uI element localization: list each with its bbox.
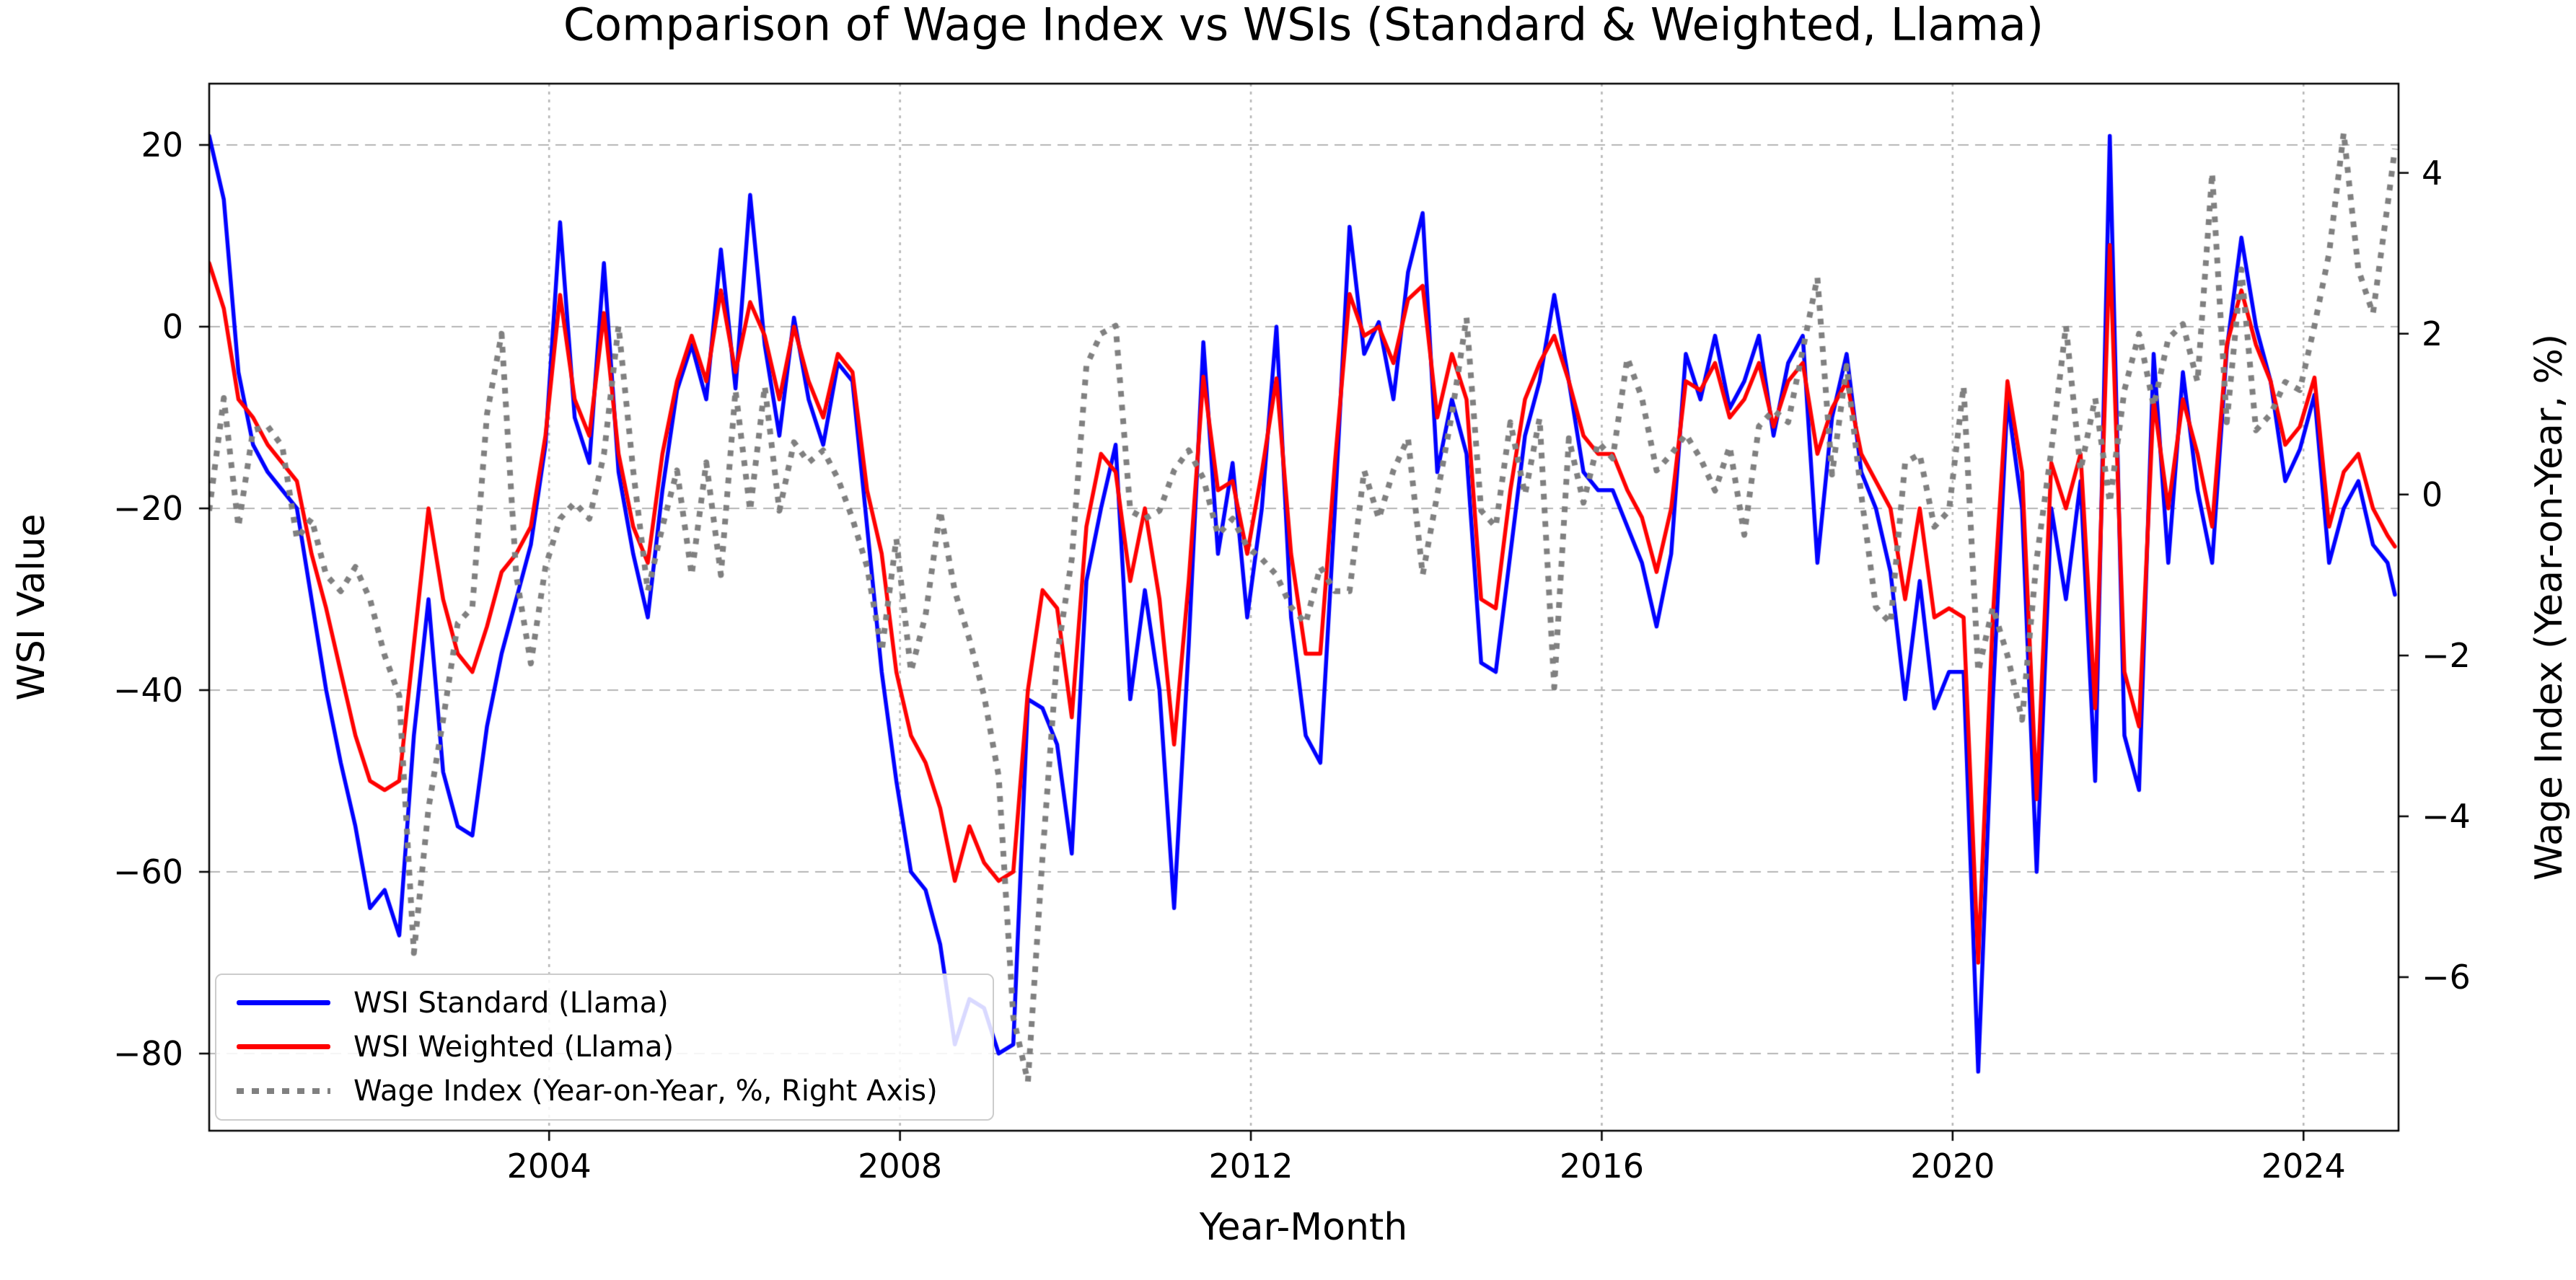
legend-item: Wage Index (Year-on-Year, %, Right Axis): [216, 1074, 993, 1108]
x-axis-label: Year-Month: [1199, 1206, 1408, 1249]
legend: WSI Standard (Llama) WSI Weighted (Llama)…: [215, 974, 994, 1121]
legend-line-icon: [237, 1000, 330, 1006]
y-tick-left: −40: [113, 670, 183, 710]
legend-dotted-line-icon: [237, 1088, 330, 1095]
x-tick: 2004: [506, 1147, 592, 1186]
legend-label: WSI Standard (Llama): [353, 986, 669, 1020]
y-tick-right: 0: [2422, 475, 2443, 514]
y-tick-left: 0: [162, 307, 183, 346]
legend-label: WSI Weighted (Llama): [353, 1030, 674, 1064]
x-tick: 2012: [1208, 1147, 1293, 1186]
x-tick: 2016: [1559, 1147, 1644, 1186]
legend-label: Wage Index (Year-on-Year, %, Right Axis): [353, 1074, 938, 1108]
y-tick-left: −80: [113, 1033, 183, 1073]
legend-item: WSI Weighted (Llama): [216, 1030, 993, 1064]
y-tick-right: −6: [2422, 957, 2471, 997]
y-tick-right: 2: [2422, 314, 2443, 353]
y-tick-right: 4: [2422, 153, 2443, 193]
x-tick: 2024: [2261, 1147, 2346, 1186]
legend-item: WSI Standard (Llama): [216, 987, 993, 1020]
y-tick-left: −60: [113, 852, 183, 891]
y-tick-left: −20: [113, 488, 183, 528]
x-tick: 2020: [1910, 1147, 1995, 1186]
y-tick-right: −2: [2422, 635, 2471, 675]
y-axis-label-right: Wage Index (Year-on-Year, %): [2528, 333, 2571, 881]
x-tick: 2008: [858, 1147, 943, 1186]
y-axis-label-left: WSI Value: [10, 513, 53, 701]
chart-title: Comparison of Wage Index vs WSIs (Standa…: [563, 0, 2044, 51]
y-tick-left: 20: [141, 125, 183, 165]
legend-line-icon: [237, 1044, 330, 1050]
y-tick-right: −4: [2422, 796, 2471, 836]
